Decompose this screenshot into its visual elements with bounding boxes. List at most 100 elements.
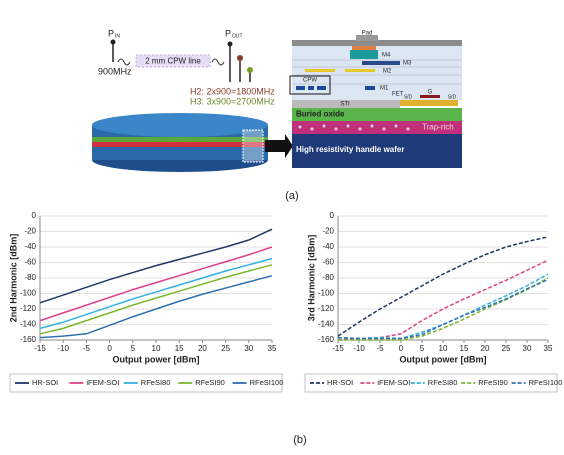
- cpw-line: [135, 54, 211, 68]
- sd-left-label: S/D: [404, 94, 413, 100]
- m2-label: M2: [383, 69, 392, 75]
- y-tick-label: -120: [318, 304, 335, 313]
- legend-label: iFEM-SOI: [86, 378, 119, 387]
- y-tick-label: -40: [322, 242, 334, 251]
- sd-right-label: S/D: [448, 94, 457, 100]
- handle-wafer: [292, 134, 462, 168]
- y-tick-label: -60: [24, 258, 36, 267]
- x-tick-label: 0: [107, 344, 112, 353]
- zoom-arrow: [265, 134, 293, 158]
- legend-label: iFEM-SOI: [377, 378, 410, 387]
- y-axis-label: 2nd Harmonic [dBm]: [8, 234, 18, 323]
- x-tick-label: 35: [268, 344, 277, 353]
- x-axis-label: Output power [dBm]: [113, 354, 200, 364]
- y-tick-label: -100: [20, 289, 37, 298]
- y-tick-label: -40: [24, 242, 36, 251]
- legend-box: [304, 373, 558, 393]
- y-tick-label: -60: [322, 258, 334, 267]
- legend-label: HR-SOI: [32, 378, 58, 387]
- trap-rich: [292, 121, 462, 134]
- gate: [420, 95, 440, 98]
- y-tick-label: 0: [330, 211, 335, 220]
- disc-band-green: [92, 137, 268, 142]
- pout-sub: OUT: [232, 33, 243, 39]
- cpw-metal: [296, 86, 305, 90]
- buried-oxide-label: Buried oxide: [296, 110, 345, 119]
- y-tick-label: 0: [32, 211, 37, 220]
- x-tick-label: -5: [376, 344, 384, 353]
- x-tick-label: 5: [131, 344, 136, 353]
- legend-label: RFeSI90: [478, 378, 508, 387]
- legend-label: RFeSI90: [195, 378, 225, 387]
- active-si: [400, 100, 458, 106]
- sti-label: STI: [340, 102, 350, 108]
- y-tick-label: -80: [322, 273, 334, 282]
- disc-band-red: [92, 142, 268, 147]
- x-tick-label: 5: [420, 344, 425, 353]
- y-tick-label: -160: [20, 335, 37, 344]
- x-tick-label: 25: [221, 344, 230, 353]
- series-line: [337, 236, 549, 337]
- freq-in: 900MHz: [98, 66, 132, 76]
- m4: [350, 50, 378, 59]
- series-line: [337, 259, 549, 341]
- series-line: [337, 278, 549, 340]
- wave: [211, 58, 225, 66]
- cpw-metal: [317, 86, 326, 90]
- fet-label: FET: [392, 92, 404, 98]
- zoom-box: [242, 129, 264, 163]
- x-tick-label: 10: [152, 344, 161, 353]
- x-tick-label: -15: [34, 344, 46, 353]
- m3: [362, 61, 400, 65]
- cpw-metal: [308, 86, 314, 90]
- cpw-line-label: 2 mm CPW line: [145, 57, 201, 66]
- wave: [117, 58, 131, 66]
- legend-label: RFeSI100: [529, 378, 563, 387]
- y-tick-label: -20: [24, 227, 36, 236]
- m2: [305, 69, 335, 72]
- x-axis-label: Output power [dBm]: [400, 354, 487, 364]
- disc-top: [92, 113, 268, 137]
- m1: [365, 86, 375, 90]
- series-line: [337, 273, 549, 340]
- m4-label: M4: [382, 53, 391, 59]
- h2-dot: [237, 55, 243, 61]
- pad-label: Pad: [362, 31, 373, 37]
- legend-label: RFeSI80: [141, 378, 171, 387]
- system-diagram: P IN 900MHz 2 mm CPW line P OUT H2: 2x90…: [92, 28, 462, 202]
- passivation: [292, 40, 462, 46]
- gate-label: G: [428, 90, 433, 96]
- x-tick-label: -10: [57, 344, 69, 353]
- x-tick-label: 20: [198, 344, 207, 353]
- series-line: [39, 246, 273, 322]
- m1-label: M1: [380, 86, 389, 92]
- legend-box: [9, 373, 283, 393]
- trap-rich-label: Trap-rich: [422, 123, 454, 132]
- legend-label: HR-SOI: [327, 378, 353, 387]
- x-tick-label: 15: [175, 344, 184, 353]
- x-tick-label: 15: [460, 344, 469, 353]
- via: [352, 46, 376, 50]
- pin-sub: IN: [115, 33, 120, 39]
- series-line: [39, 228, 273, 304]
- pin-dot: [110, 39, 116, 45]
- x-tick-label: 30: [523, 344, 532, 353]
- x-tick-label: 30: [244, 344, 253, 353]
- x-tick-label: -5: [83, 344, 91, 353]
- x-tick-label: 35: [544, 344, 553, 353]
- y-tick-label: -120: [20, 304, 37, 313]
- y-tick-label: -80: [24, 273, 36, 282]
- h3-dot: [247, 67, 253, 73]
- pout-dot: [227, 41, 233, 47]
- x-tick-label: -15: [332, 344, 344, 353]
- series-line: [39, 274, 273, 339]
- pin-label: P: [108, 28, 114, 38]
- h3-label: H3: 3x900=2700MHz: [190, 96, 275, 106]
- series-line: [39, 264, 273, 335]
- x-tick-label: 10: [439, 344, 448, 353]
- pad: [356, 35, 378, 41]
- trap-dots: [298, 124, 410, 131]
- series-line: [39, 257, 273, 330]
- h2-label: H2: 2x900=1800MHz: [190, 86, 275, 96]
